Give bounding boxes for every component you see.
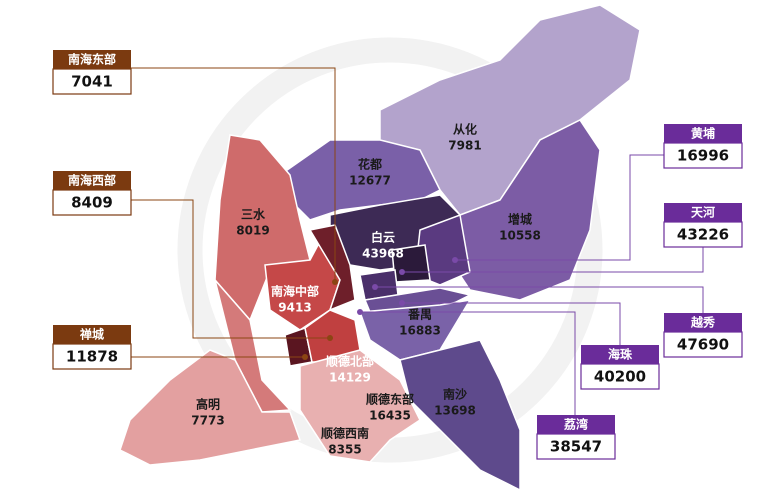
leader-line bbox=[402, 302, 621, 345]
region-value: 12677 bbox=[349, 174, 391, 188]
leader-dot bbox=[357, 309, 363, 315]
callout-box bbox=[536, 433, 616, 460]
callout-name: 荔湾 bbox=[563, 417, 588, 432]
leader-dot bbox=[372, 284, 378, 290]
region-value: 16883 bbox=[399, 324, 441, 338]
region-name: 花都 bbox=[358, 157, 382, 172]
region-value: 8355 bbox=[328, 443, 361, 457]
callout-box bbox=[52, 68, 132, 95]
callout-name: 天河 bbox=[691, 205, 715, 220]
region-value: 10558 bbox=[499, 229, 541, 243]
region-name: 从化 bbox=[453, 122, 477, 137]
region-value: 7773 bbox=[191, 414, 224, 428]
region-name: 增城 bbox=[508, 212, 532, 227]
region-value: 43968 bbox=[362, 247, 404, 261]
leader-dot bbox=[332, 279, 338, 285]
callout-value: 40200 bbox=[594, 368, 646, 386]
callout-name: 南海西部 bbox=[68, 173, 116, 188]
callout-value: 11878 bbox=[66, 348, 118, 366]
leader-dot bbox=[452, 257, 458, 263]
callout-name: 海珠 bbox=[608, 347, 633, 362]
callout-header bbox=[664, 313, 742, 332]
region-name: 高明 bbox=[196, 397, 220, 412]
callout-value: 16996 bbox=[677, 147, 729, 165]
callout-header bbox=[53, 325, 131, 344]
callout-name: 黄埔 bbox=[691, 126, 715, 141]
region-value: 14129 bbox=[329, 371, 371, 385]
region-name: 顺德东部 bbox=[366, 392, 414, 407]
callout-value: 8409 bbox=[71, 194, 113, 212]
callout-name: 南海东部 bbox=[68, 52, 116, 67]
region-shunde bbox=[299, 349, 421, 463]
region-value: 8019 bbox=[236, 224, 269, 238]
leader-lines bbox=[131, 67, 704, 415]
leader-line bbox=[375, 286, 704, 313]
leader-dot bbox=[399, 269, 405, 275]
region-value: 16435 bbox=[369, 409, 411, 423]
callout-value: 38547 bbox=[550, 438, 602, 456]
leader-line bbox=[455, 154, 664, 261]
callout-box bbox=[52, 189, 132, 216]
callout-box bbox=[663, 221, 743, 248]
region-name: 白云 bbox=[371, 230, 395, 245]
leader-line bbox=[131, 199, 330, 339]
region-nansha bbox=[399, 339, 521, 492]
callout-value: 47690 bbox=[677, 336, 729, 354]
region-name: 番禺 bbox=[407, 307, 432, 322]
callout-value: 7041 bbox=[71, 73, 113, 91]
region-value: 7981 bbox=[448, 139, 481, 153]
callouts: 南海东部 7041 南海西部 8409 禅城 11878 黄埔 16996 天河 43226 越秀 4… bbox=[52, 50, 743, 460]
callout-box bbox=[580, 363, 660, 390]
callout-box bbox=[663, 142, 743, 169]
region-name: 南沙 bbox=[443, 387, 467, 402]
watermark bbox=[177, 37, 603, 463]
regions bbox=[119, 4, 641, 492]
callout-header bbox=[581, 345, 659, 364]
region-name: 南海中部 bbox=[271, 284, 319, 299]
leader-line bbox=[402, 247, 704, 273]
region-name: 顺德北部 bbox=[326, 354, 374, 369]
callout-name: 越秀 bbox=[690, 315, 716, 330]
region-name: 顺德西南 bbox=[321, 426, 369, 441]
callout-box bbox=[52, 343, 132, 370]
callout-header bbox=[537, 415, 615, 434]
callout-box bbox=[663, 331, 743, 358]
leader-dot bbox=[327, 335, 333, 341]
leader-line bbox=[131, 67, 336, 282]
callout-name: 禅城 bbox=[79, 327, 104, 342]
region-name: 三水 bbox=[241, 207, 266, 222]
callout-header bbox=[664, 124, 742, 143]
callout-value: 43226 bbox=[677, 226, 729, 244]
callout-header bbox=[53, 50, 131, 69]
region-gaoming bbox=[119, 349, 301, 466]
leader-line bbox=[360, 311, 576, 415]
leader-dot bbox=[399, 300, 405, 306]
leader-dot bbox=[302, 354, 308, 360]
region-value: 9413 bbox=[278, 301, 311, 315]
region-labels: 从化 7981 花都 12677 三水 8019 白云 43968 增城 10558 南海中部 941… bbox=[191, 122, 541, 457]
callout-header bbox=[53, 171, 131, 190]
region-value: 13698 bbox=[434, 404, 476, 418]
callout-header bbox=[664, 203, 742, 222]
